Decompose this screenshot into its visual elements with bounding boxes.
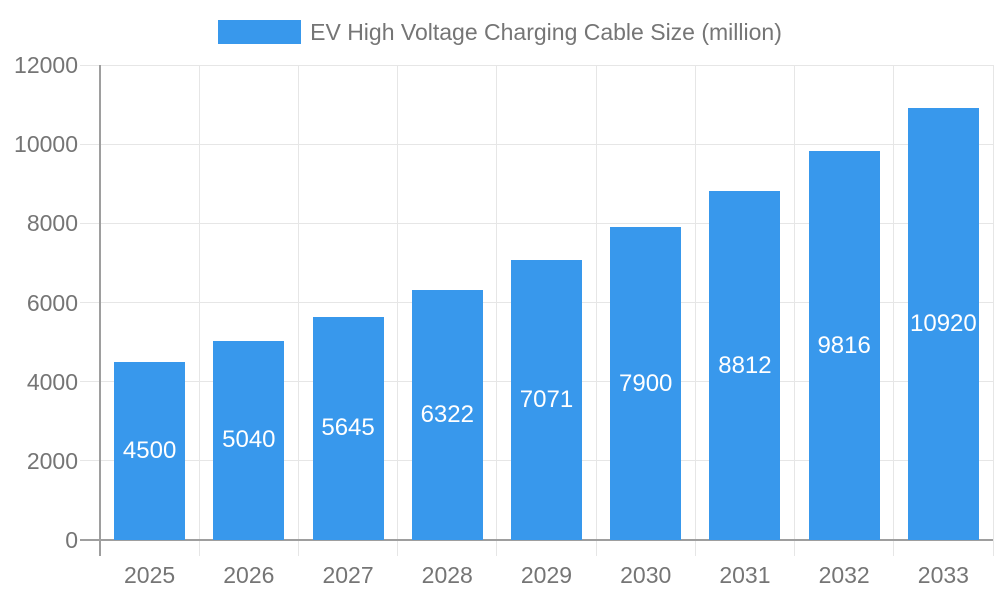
y-axis-tick-label: 4000	[26, 368, 78, 395]
bar[interactable]	[411, 289, 483, 540]
y-axis-line	[99, 65, 101, 556]
bar-value-label: 7900	[619, 369, 673, 397]
y-axis-tick-label: 8000	[26, 210, 78, 237]
x-gridline	[992, 65, 994, 556]
x-axis-tick-label: 2029	[520, 562, 573, 588]
y-gridline	[80, 143, 993, 145]
y-axis-tick-label: 0	[65, 527, 78, 553]
bar[interactable]	[312, 316, 384, 540]
legend-swatch	[218, 20, 302, 44]
x-gridline	[198, 65, 200, 556]
bar-value-label: 9816	[817, 331, 871, 359]
bar-value-label: 6322	[420, 400, 474, 428]
x-axis-tick-label: 2027	[322, 562, 374, 588]
x-axis-tick-label: 2031	[719, 562, 771, 588]
x-axis-tick-label: 2032	[818, 562, 870, 588]
y-axis-tick-label: 10000	[14, 131, 78, 158]
x-gridline	[794, 65, 796, 556]
bar-value-label: 8812	[718, 351, 772, 379]
bar[interactable]	[709, 191, 781, 540]
x-gridline	[694, 65, 696, 556]
y-gridline	[80, 64, 993, 66]
x-gridline	[893, 65, 895, 556]
bar[interactable]	[114, 361, 186, 540]
x-gridline	[595, 65, 597, 556]
y-gridline	[80, 222, 993, 224]
legend[interactable]: EV High Voltage Charging Cable Size (mil…	[0, 18, 1000, 45]
bar-value-label: 4500	[122, 436, 177, 464]
bar[interactable]	[213, 340, 285, 540]
x-axis-tick-label: 2030	[620, 562, 672, 588]
bar-value-label: 10920	[910, 309, 977, 337]
bar[interactable]	[808, 151, 880, 540]
bar-value-label: 5645	[321, 414, 375, 442]
y-axis-tick-label: 2000	[26, 447, 78, 474]
x-gridline	[496, 65, 498, 556]
x-axis-tick-label: 2025	[124, 562, 176, 588]
x-gridline	[397, 65, 399, 556]
bar[interactable]	[907, 107, 979, 540]
bar[interactable]	[610, 227, 682, 540]
x-axis-tick-label: 2028	[421, 562, 473, 588]
x-axis-tick-label: 2026	[223, 562, 275, 588]
bar[interactable]	[511, 260, 582, 540]
x-axis-line	[80, 539, 993, 541]
x-gridline	[297, 65, 299, 556]
x-axis-tick-label: 2033	[917, 562, 969, 588]
legend-label: EV High Voltage Charging Cable Size (mil…	[310, 18, 782, 45]
bar-value-label: 5040	[222, 426, 276, 454]
bar-value-label: 7071	[519, 386, 574, 414]
y-axis-tick-label: 12000	[14, 52, 78, 78]
y-axis-tick-label: 6000	[26, 289, 78, 316]
